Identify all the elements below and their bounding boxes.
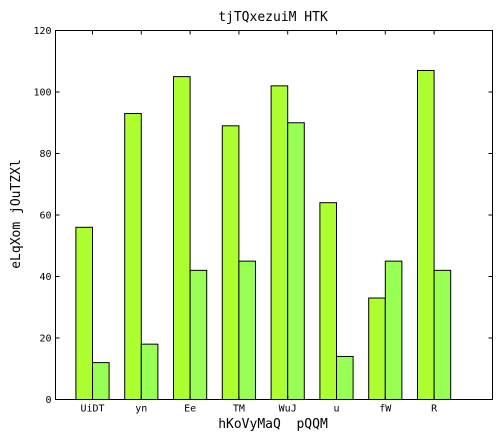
- y-tick-label: 40: [39, 272, 51, 283]
- x-tick-label: R: [431, 404, 438, 415]
- chart-title: tjTQxezuiM HTK: [218, 10, 328, 25]
- bar-s1-yn: [124, 113, 142, 401]
- bar-s2-fW: [384, 260, 403, 401]
- x-tick-label: Ee: [184, 404, 196, 415]
- y-tick-label: 100: [33, 88, 51, 99]
- x-tick-label: WuJ: [279, 404, 297, 415]
- x-axis-label: hKoVyMaQ pQQM: [218, 417, 328, 432]
- plot-frame: [55, 30, 493, 400]
- y-axis-label: eLqXom jOuTZXl: [9, 159, 24, 269]
- ticks-group: 0 20 40 60 80 100 120 UiDT yn Ee TM WuJ u fW R: [33, 26, 493, 415]
- y-tick-label: 80: [39, 149, 51, 160]
- x-tick-label: TM: [233, 404, 245, 415]
- x-tick-label: u: [333, 404, 339, 415]
- bar-s2-WuJ: [287, 122, 305, 400]
- bar-s2-yn: [140, 343, 159, 400]
- bars-group: [75, 69, 452, 401]
- y-tick-label: 20: [39, 334, 51, 345]
- bar-s1-TM: [221, 125, 240, 400]
- bar-s2-TM: [238, 260, 256, 401]
- x-tick-label: UiDT: [80, 404, 104, 415]
- bar-s1-fW: [368, 297, 386, 400]
- y-tick-label: 120: [33, 26, 51, 37]
- x-tick-label: yn: [135, 404, 147, 415]
- bar-s1-R: [417, 69, 435, 400]
- bar-s2-R: [433, 269, 452, 400]
- x-tick-label: fW: [379, 404, 392, 415]
- bar-s1-Ee: [173, 76, 191, 401]
- bar-s1-u: [319, 202, 337, 400]
- y-tick-label: 60: [39, 211, 51, 222]
- bar-s1-UiDT: [75, 226, 94, 400]
- bar-s2-UiDT: [92, 362, 110, 401]
- bar-s1-WuJ: [270, 85, 289, 400]
- bar-s2-Ee: [189, 269, 208, 400]
- y-tick-label: 0: [45, 395, 51, 406]
- bar-s2-u: [336, 355, 354, 401]
